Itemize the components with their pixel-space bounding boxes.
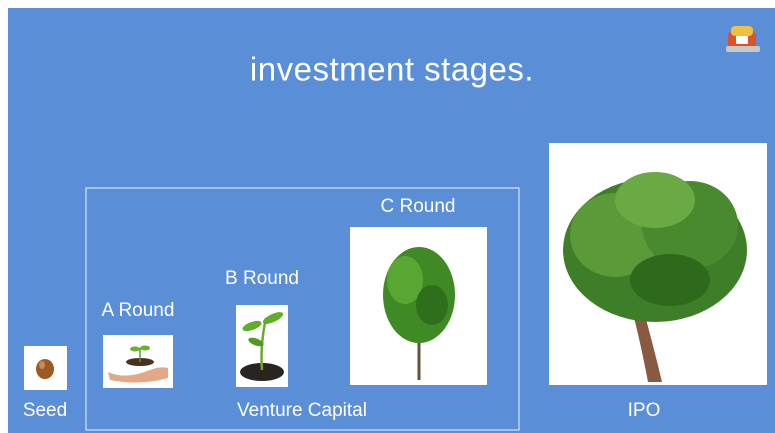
group-label: Venture Capital <box>237 400 367 421</box>
books-icon <box>726 26 760 52</box>
seed-image <box>24 346 67 390</box>
a-round-image <box>103 335 173 388</box>
stage-label: C Round <box>381 196 456 217</box>
stage-label: A Round <box>102 300 175 321</box>
b-round-image <box>236 305 288 387</box>
venture-capital-box <box>85 187 520 431</box>
slide-title: investment stages. <box>250 51 534 88</box>
stage-label: Seed <box>23 400 67 421</box>
stage-label: IPO <box>628 400 661 421</box>
ipo-image <box>549 143 767 385</box>
c-round-image <box>350 227 487 385</box>
stage-label: B Round <box>225 268 299 289</box>
